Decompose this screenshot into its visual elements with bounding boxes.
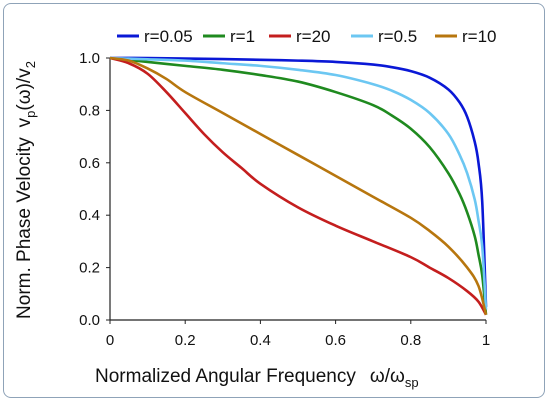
series-line-r-0-5 xyxy=(109,56,488,310)
y-tick-label: 0.6 xyxy=(79,155,100,172)
x-tick-label: 0 xyxy=(106,332,114,349)
y-tick-label: 0.0 xyxy=(79,312,100,329)
legend-label: r=1 xyxy=(230,27,255,46)
x-tick-label: 0.6 xyxy=(325,332,346,349)
legend-label: r=10 xyxy=(462,27,497,46)
y-axis-title: Norm. Phase Velocityvp(ω)/v2 xyxy=(14,61,38,319)
y-tick-label: 0.2 xyxy=(79,260,100,277)
plot-area: 0 0.2 0.4 0.6 0.8 1 0.0 0.2 0.4 0.6 0.8 1.0 xyxy=(79,50,490,349)
y-tick-label: 1.0 xyxy=(79,50,100,67)
legend-label: r=0.5 xyxy=(378,27,417,46)
series-line-r-10 xyxy=(109,56,488,316)
x-tick-label: 0.2 xyxy=(175,332,196,349)
x-axis-title: Normalized Angular Frequency ω/ωsp xyxy=(95,366,419,390)
y-tick-label: 0.8 xyxy=(79,102,100,119)
x-tick-label: 1 xyxy=(482,332,490,349)
legend-label: r=20 xyxy=(296,27,331,46)
chart-frame xyxy=(3,3,545,398)
series-line-r-20 xyxy=(109,56,488,316)
legend-label: r=0.05 xyxy=(144,27,193,46)
series-line-r-0-05 xyxy=(109,56,488,307)
y-tick-label: 0.4 xyxy=(79,207,100,224)
x-tick-label: 0.4 xyxy=(250,332,271,349)
series-line-r-1 xyxy=(109,56,488,315)
x-tick-label: 0.8 xyxy=(400,332,421,349)
legend: r=0.05 r=1 r=20 r=0.5 r=10 xyxy=(117,27,497,46)
